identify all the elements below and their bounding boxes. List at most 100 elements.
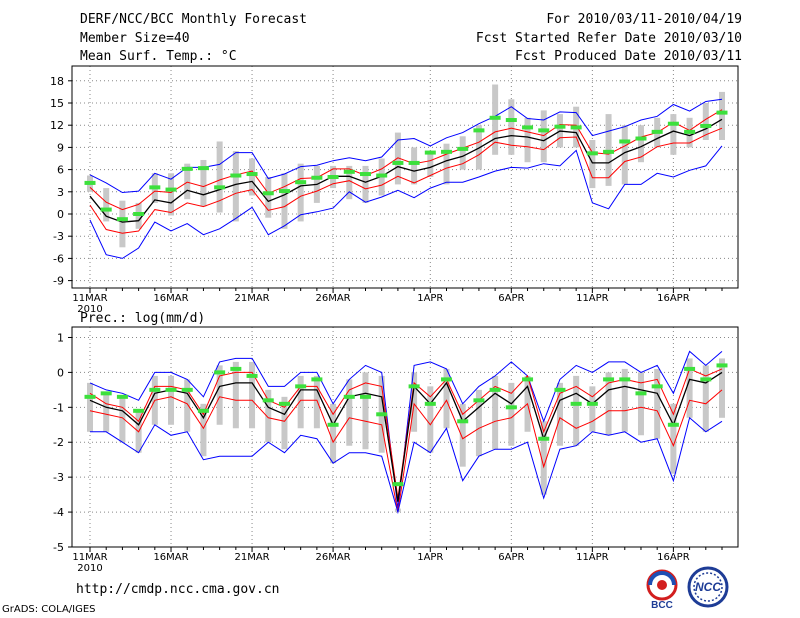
prec-spread-bar (605, 372, 612, 436)
temp-line-ensemble-min (89, 145, 723, 259)
temp-green-marker (635, 136, 647, 141)
temp-ytick-label: 9 (57, 141, 64, 154)
temp-spread-bar (184, 163, 191, 200)
prec-green-marker (343, 394, 355, 399)
temp-green-marker (230, 173, 242, 178)
temp-green-marker (700, 123, 712, 128)
temp-spread-bar (200, 159, 207, 207)
temp-spread-bar (621, 125, 628, 185)
temp-spread-bar (459, 136, 466, 170)
temp-spread-bar (103, 188, 110, 222)
temp-green-marker (262, 191, 274, 196)
variable-label: Mean Surf. Temp.: °C (80, 49, 237, 64)
prec-green-marker (716, 363, 728, 368)
prec-spread-bar (346, 379, 353, 446)
prec-green-marker (505, 405, 517, 410)
temp-line-ensemble-mean (89, 118, 723, 223)
temp-green-marker (408, 160, 420, 165)
prec-xtick-label: 16MAR (153, 552, 188, 563)
prec-spread-bar (168, 375, 175, 425)
prec-xtick-label: 1APR (417, 552, 443, 563)
temp-ytick-label: 0 (57, 208, 64, 221)
prec-green-marker (311, 377, 323, 382)
prec-spread-bar (540, 421, 547, 495)
source-url[interactable]: http://cmdp.ncc.cma.gov.cn (76, 582, 280, 597)
temp-green-marker (197, 166, 209, 171)
temp-line-ensemble-max (89, 98, 723, 194)
prec-green-marker (619, 377, 631, 382)
prec-spread-bar (184, 379, 191, 432)
prec-green-marker (473, 398, 485, 403)
prec-spread-bar (556, 382, 563, 446)
temp-spread-bar (427, 151, 434, 177)
temp-xtick-sublabel: 2010 (77, 304, 102, 315)
temp-spread-bar (670, 114, 677, 155)
temp-spread-bar (540, 110, 547, 163)
prec-line-ensemble-mean (89, 371, 723, 502)
fcst-produced-date: Fcst Produced Date 2010/03/11 (515, 49, 742, 64)
prec-spread-bar (313, 375, 320, 429)
prec-xtick-label: 26MAR (315, 552, 350, 563)
prec-spread-bar (443, 368, 450, 429)
temp-xtick-label: 6APR (498, 293, 524, 304)
temp-ytick-label: -9 (53, 275, 64, 288)
temp-green-marker (441, 149, 453, 154)
temp-ytick-label: 6 (57, 164, 64, 177)
prec-green-marker (84, 394, 96, 399)
temp-ytick-label: -3 (53, 230, 64, 243)
prec-xtick-label: 6APR (498, 552, 524, 563)
temp-spread-bar (362, 165, 369, 203)
prec-spread-bar (621, 368, 628, 432)
temp-green-marker (424, 150, 436, 155)
temp-line-lower-band (89, 127, 723, 234)
prec-spread-bar (589, 386, 596, 432)
prec-green-marker (392, 482, 404, 487)
temp-green-marker (376, 173, 388, 178)
forecast-period: For 2010/03/11-2010/04/19 (546, 12, 742, 27)
prec-green-marker (635, 391, 647, 396)
prec-green-marker (441, 377, 453, 382)
fcst-started-date: Fcst Started Refer Date 2010/03/10 (475, 31, 742, 46)
temp-xtick-label: 16APR (657, 293, 690, 304)
grads-credit: GrADS: COLA/IGES (2, 604, 96, 615)
prec-green-marker (359, 394, 371, 399)
prec-spread-bar (427, 386, 434, 453)
prec-frame (71, 326, 739, 548)
prec-xtick-label: 11MAR (72, 552, 107, 563)
temp-green-marker (246, 172, 258, 177)
prec-green-marker (457, 419, 469, 424)
temp-spread-bar (281, 173, 288, 229)
temp-green-marker (392, 160, 404, 165)
temp-spread-bar (216, 141, 223, 213)
temp-line-upper-band (89, 109, 723, 211)
temp-green-marker (522, 125, 534, 130)
prec-xtick-sublabel: 2010 (77, 563, 102, 574)
temp-spread-bar (524, 117, 531, 163)
prec-spread-bar (702, 365, 709, 432)
prec-green-marker (230, 366, 242, 371)
prec-spread-bar (200, 403, 207, 457)
prec-green-marker (327, 422, 339, 427)
prec-green-marker (570, 401, 582, 406)
temp-green-marker (84, 180, 96, 185)
temp-green-marker (116, 217, 128, 222)
temp-spread-bar (232, 151, 239, 222)
prec-spread-bar (411, 372, 418, 432)
prec-spread-bar (654, 368, 661, 439)
prec-spread-bar (232, 361, 239, 429)
temp-green-marker (489, 115, 501, 120)
prec-ytick-label: -5 (53, 541, 64, 554)
prec-green-marker (424, 401, 436, 406)
temp-green-marker (554, 124, 566, 129)
prec-ytick-label: -4 (53, 506, 64, 519)
prec-spread-bar (573, 375, 580, 446)
temp-ytick-label: 18 (50, 75, 64, 88)
prec-ytick-label: -2 (53, 436, 64, 449)
temp-spread-bar (119, 200, 126, 248)
prec-green-marker (376, 412, 388, 417)
temp-green-marker (619, 139, 631, 144)
temp-green-marker (311, 175, 323, 180)
temp-green-marker (684, 129, 696, 134)
prec-green-marker (149, 387, 161, 392)
